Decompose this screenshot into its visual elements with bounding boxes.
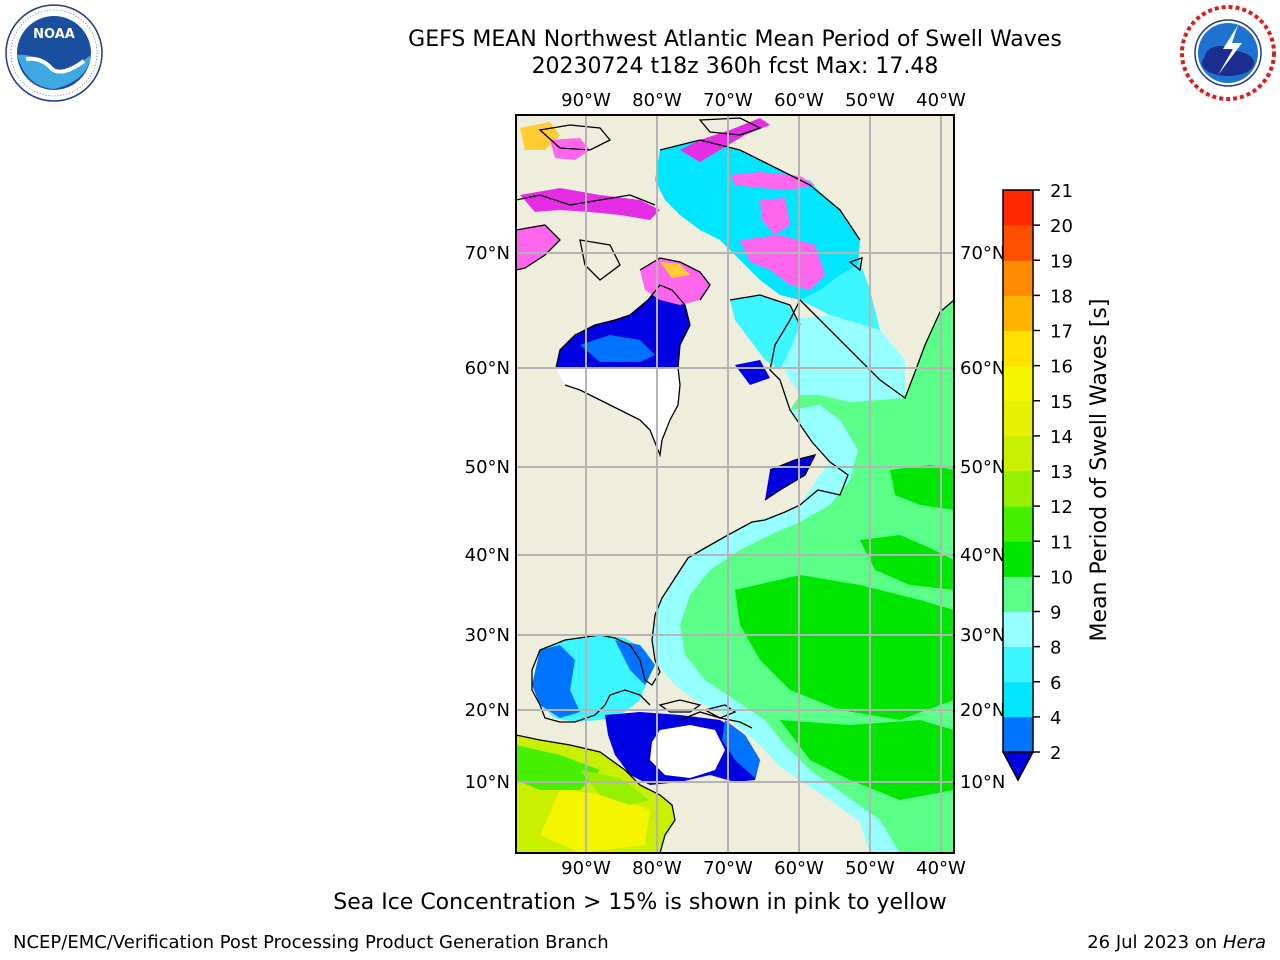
colorbar-tick-label: 2 bbox=[1050, 743, 1061, 764]
colorbar-tick-label: 11 bbox=[1050, 532, 1073, 553]
arctic-ice-west bbox=[516, 225, 560, 270]
footer-host: Hera bbox=[1222, 932, 1266, 953]
colorbar-tick-label: 21 bbox=[1050, 181, 1073, 202]
lat-label-right: 10°N bbox=[960, 772, 1005, 793]
lat-label-left: 60°N bbox=[465, 358, 510, 379]
colorbar-tick-label: 14 bbox=[1050, 427, 1073, 448]
colorbar-tick-label: 9 bbox=[1050, 603, 1061, 624]
baffin-ice-band bbox=[680, 118, 770, 162]
caribbean-no-data bbox=[650, 725, 725, 778]
lat-label-left: 70°N bbox=[465, 243, 510, 264]
colorbar-segment bbox=[1003, 716, 1033, 753]
colorbar-tick-label: 10 bbox=[1050, 567, 1073, 588]
south-america-land-high bbox=[540, 790, 650, 853]
colorbar-tick-label: 16 bbox=[1050, 357, 1073, 378]
colorbar-segment bbox=[1003, 365, 1033, 402]
south-america-land-north bbox=[580, 770, 650, 805]
lat-label-left: 30°N bbox=[465, 625, 510, 646]
ungava-low-period bbox=[735, 360, 770, 385]
lat-label-left: 50°N bbox=[465, 457, 510, 478]
noaa-logo: NOAA bbox=[5, 4, 103, 102]
chart-subtitle: 20230724 t18z 360h fcst Max: 17.48 bbox=[531, 54, 939, 79]
footer-credit: NCEP/EMC/Verification Post Processing Pr… bbox=[13, 932, 609, 953]
lat-label-right: 70°N bbox=[960, 243, 1005, 264]
baffin-ice-south bbox=[740, 235, 825, 290]
gulf-northeast-low-period bbox=[615, 640, 655, 685]
lon-label-bottom: 60°W bbox=[774, 858, 824, 879]
colorbar bbox=[1001, 189, 1035, 782]
colorbar-segment bbox=[1003, 471, 1033, 507]
colorbar-ticks: 2 4 6 8 9 10 11 12 13 14 15 16 17 18 19 20 21 bbox=[1033, 181, 1073, 764]
graticule bbox=[516, 115, 954, 853]
colorbar-segment bbox=[1003, 260, 1033, 296]
period-10-11-patches bbox=[735, 465, 954, 800]
lat-label-left: 10°N bbox=[465, 772, 510, 793]
colorbar-segment bbox=[1003, 646, 1033, 683]
colorbar-tick-label: 13 bbox=[1050, 462, 1073, 483]
colorbar-tick-label: 4 bbox=[1050, 708, 1061, 729]
foxe-basin-ice-edge bbox=[660, 262, 690, 278]
colorbar-tick-label: 15 bbox=[1050, 392, 1073, 413]
coastlines bbox=[516, 117, 954, 853]
lon-label-top: 40°W bbox=[916, 90, 966, 111]
colorbar-segment bbox=[1003, 541, 1033, 577]
lon-label-bottom: 40°W bbox=[916, 858, 966, 879]
chart-title: GEFS MEAN Northwest Atlantic Mean Period… bbox=[408, 27, 1062, 52]
baffin-ice-center bbox=[760, 198, 790, 235]
colorbar-segment bbox=[1003, 435, 1033, 472]
lat-label-right: 40°N bbox=[960, 545, 1005, 566]
colorbar-segment bbox=[1003, 190, 1033, 226]
national-weather-service-logo bbox=[1180, 5, 1276, 101]
lat-label-right: 50°N bbox=[960, 457, 1005, 478]
colorbar-segment bbox=[1003, 611, 1033, 648]
lon-label-top: 60°W bbox=[774, 90, 824, 111]
colorbar-tick-label: 20 bbox=[1050, 216, 1073, 237]
colorbar-label: Mean Period of Swell Waves [s] bbox=[1087, 299, 1112, 642]
period-8-9-bands bbox=[652, 315, 905, 853]
colorbar-tick-label: 12 bbox=[1050, 497, 1073, 518]
arctic-archipelago-ice bbox=[520, 188, 660, 220]
colorbar-segment bbox=[1003, 681, 1033, 718]
colorbar-tick-label: 6 bbox=[1050, 673, 1061, 694]
colorbar-segment bbox=[1003, 330, 1033, 367]
hudson-bay-interior bbox=[580, 335, 655, 362]
colorbar-segment bbox=[1003, 506, 1033, 542]
footer-date: 26 Jul 2023 on Hera bbox=[1087, 932, 1266, 953]
lat-label-left: 40°N bbox=[465, 545, 510, 566]
colorbar-segment bbox=[1003, 295, 1033, 331]
colorbar-tick-label: 17 bbox=[1050, 322, 1073, 343]
map-frame bbox=[515, 114, 955, 854]
gulf-west-low-period bbox=[532, 645, 580, 718]
colorbar-tick-label: 19 bbox=[1050, 251, 1073, 272]
lon-label-top: 50°W bbox=[845, 90, 895, 111]
lon-label-bottom: 50°W bbox=[845, 858, 895, 879]
sea-ice-note: Sea Ice Concentration > 15% is shown in … bbox=[333, 890, 947, 915]
lat-label-right: 20°N bbox=[960, 700, 1005, 721]
lon-label-bottom: 80°W bbox=[632, 858, 682, 879]
lon-label-bottom: 70°W bbox=[703, 858, 753, 879]
colorbar-under-triangle bbox=[1001, 751, 1035, 782]
south-america-land-mid bbox=[516, 745, 600, 790]
colorbar-tick-label: 8 bbox=[1050, 638, 1061, 659]
colorbar-segment bbox=[1003, 400, 1033, 437]
colorbar-segment bbox=[1003, 576, 1033, 612]
lat-label-right: 60°N bbox=[960, 358, 1005, 379]
lat-label-left: 20°N bbox=[465, 700, 510, 721]
colorbar-tick-label: 18 bbox=[1050, 286, 1073, 307]
colorbar-segment bbox=[1003, 225, 1033, 261]
footer-date-text: 26 Jul 2023 on bbox=[1087, 932, 1223, 953]
lon-label-top: 80°W bbox=[632, 90, 682, 111]
lon-label-bottom: 90°W bbox=[561, 858, 611, 879]
lon-label-top: 70°W bbox=[703, 90, 753, 111]
lat-label-right: 30°N bbox=[960, 625, 1005, 646]
caribbean-east-low-period bbox=[722, 720, 760, 778]
lon-label-top: 90°W bbox=[561, 90, 611, 111]
arctic-ice-north-yellow bbox=[520, 122, 560, 150]
svg-text:NOAA: NOAA bbox=[33, 27, 75, 42]
